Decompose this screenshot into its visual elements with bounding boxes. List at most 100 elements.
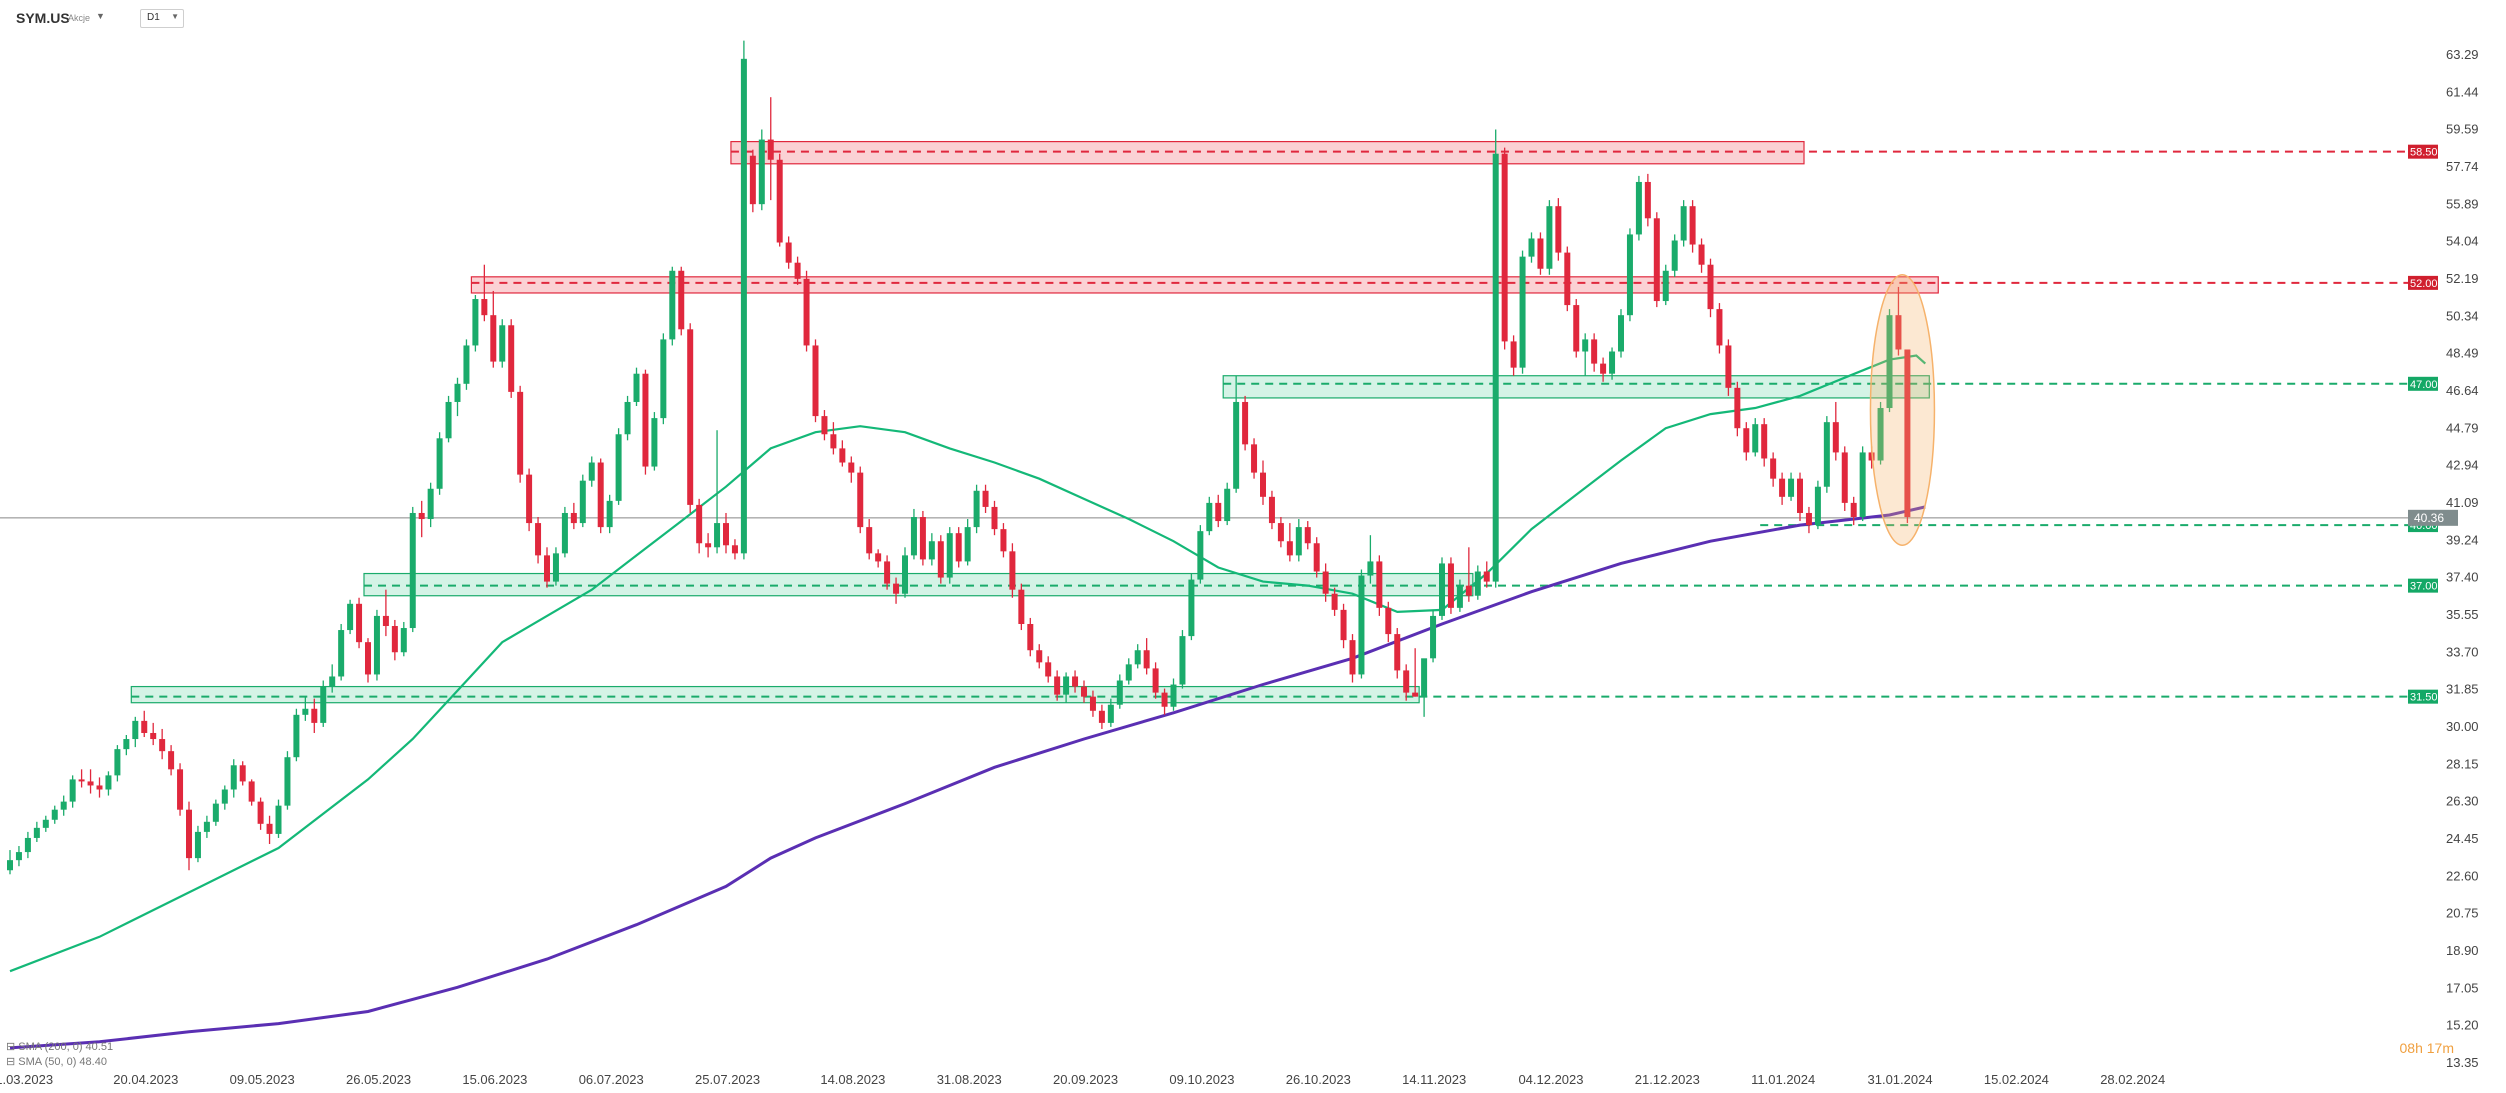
candle-body xyxy=(973,490,980,528)
chart-toolbar: SYM.US Akcje ▼ D1 ▼ xyxy=(0,0,600,34)
candle-body xyxy=(714,523,721,548)
candle-body xyxy=(481,299,488,316)
candle-body xyxy=(1680,206,1687,241)
candle-body xyxy=(1573,305,1580,352)
candle-body xyxy=(257,801,264,824)
candle-body xyxy=(1725,345,1732,388)
candle-body xyxy=(1752,424,1759,453)
x-tick-label: 09.10.2023 xyxy=(1169,1072,1234,1087)
timeframe-value: D1 xyxy=(147,12,160,23)
y-tick-label: 57.74 xyxy=(2446,159,2479,174)
candle-body xyxy=(1582,339,1589,352)
candle-body xyxy=(1591,339,1598,364)
candle-body xyxy=(1832,422,1839,453)
candle-body xyxy=(347,603,354,631)
candle-body xyxy=(1430,615,1437,659)
x-tick-label: 14.11.2023 xyxy=(1402,1072,1466,1087)
candle-body xyxy=(749,155,756,205)
candle-body xyxy=(203,821,210,832)
candle-body xyxy=(42,819,49,828)
candle-body xyxy=(1161,692,1168,707)
x-tick-label: 26.10.2023 xyxy=(1286,1072,1351,1087)
y-tick-label: 61.44 xyxy=(2446,84,2479,99)
candle-body xyxy=(857,472,864,528)
candle-body xyxy=(105,775,112,790)
candle-body xyxy=(687,329,694,505)
candle-body xyxy=(902,555,908,594)
candle-body xyxy=(1206,502,1213,532)
candle-body xyxy=(1081,686,1087,697)
candle-body xyxy=(526,474,533,524)
y-tick-label: 50.34 xyxy=(2446,308,2479,323)
candle-body xyxy=(194,831,201,859)
x-tick-label: 11.01.2024 xyxy=(1751,1072,1815,1087)
candle-body xyxy=(1358,575,1365,675)
candle-body xyxy=(1788,478,1795,497)
sma50-line xyxy=(9,354,1927,973)
candle-body xyxy=(1814,486,1821,526)
level-tag-label: 31.50 xyxy=(2410,692,2438,704)
candle-body xyxy=(1447,563,1454,608)
y-tick-label: 55.89 xyxy=(2446,196,2479,211)
indicator-legend: ⊟ SMA (200, 0) 40.51 ⊟ SMA (50, 0) 48.40 xyxy=(6,1040,113,1070)
candle-body xyxy=(311,708,318,723)
candle-body xyxy=(123,739,130,750)
candle-body xyxy=(1089,696,1096,711)
candle-body xyxy=(1850,502,1857,518)
legend-sma200[interactable]: ⊟ SMA (200, 0) 40.51 xyxy=(6,1040,113,1055)
x-tick-label: 20.09.2023 xyxy=(1053,1072,1118,1087)
legend-sma50[interactable]: ⊟ SMA (50, 0) 48.40 xyxy=(6,1055,113,1070)
y-tick-label: 20.75 xyxy=(2446,906,2479,921)
candle-body xyxy=(1564,252,1571,306)
candle-body xyxy=(1116,680,1123,705)
candle-body xyxy=(928,541,935,560)
candle-body xyxy=(87,781,94,786)
candle-body xyxy=(1143,650,1150,669)
candle-body xyxy=(1841,452,1848,503)
level-tag-label: 37.00 xyxy=(2410,581,2438,593)
candle-body xyxy=(615,434,622,501)
candle-body xyxy=(1331,593,1338,610)
candle-body xyxy=(1734,387,1741,429)
y-tick-label: 35.55 xyxy=(2446,607,2479,622)
candle-body xyxy=(955,533,962,562)
y-tick-label: 28.15 xyxy=(2446,756,2479,771)
level-zone xyxy=(1222,375,1930,399)
candle-body xyxy=(642,373,649,467)
candle-body xyxy=(1492,153,1499,582)
candle-body xyxy=(230,765,237,790)
candle-body xyxy=(884,561,891,584)
y-tick-label: 39.24 xyxy=(2446,532,2479,547)
candle-body xyxy=(356,603,363,643)
candle-body xyxy=(1215,502,1222,522)
candle-body xyxy=(320,686,327,723)
candle-body xyxy=(1644,181,1651,219)
y-tick-label: 13.35 xyxy=(2446,1055,2479,1070)
candle-body xyxy=(1009,551,1016,590)
candle-body xyxy=(1797,478,1803,513)
candle-body xyxy=(919,517,926,560)
candle-body xyxy=(839,448,846,463)
candle-body xyxy=(1054,676,1061,695)
candle-body xyxy=(946,533,953,578)
candle-body xyxy=(1000,529,1007,552)
x-tick-label: 21.12.2023 xyxy=(1635,1072,1700,1087)
candle-body xyxy=(1895,315,1902,350)
x-tick-label: 31.03.2023 xyxy=(0,1072,53,1087)
x-tick-label: 28.02.2024 xyxy=(2100,1072,2165,1087)
symbol-chevron-down-icon[interactable]: ▼ xyxy=(96,11,105,21)
timeframe-select[interactable]: D1 ▼ xyxy=(140,9,184,28)
candle-body xyxy=(1635,181,1642,235)
y-tick-label: 52.19 xyxy=(2446,271,2479,286)
y-tick-label: 18.90 xyxy=(2446,943,2479,958)
candle-body xyxy=(1125,664,1132,681)
candle-body xyxy=(1063,676,1070,695)
candle-body xyxy=(436,438,443,489)
candle-body xyxy=(660,339,667,419)
y-tick-label: 17.05 xyxy=(2446,980,2479,995)
symbol-label[interactable]: SYM.US xyxy=(16,10,70,26)
candle-body xyxy=(1179,636,1186,685)
level-tag-label: 58.50 xyxy=(2410,147,2438,159)
candle-body xyxy=(1322,571,1329,594)
